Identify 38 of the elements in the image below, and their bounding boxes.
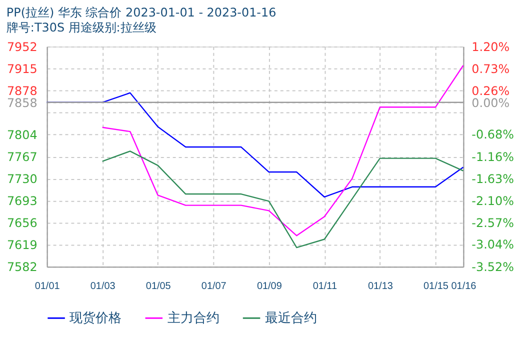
x-tick-label: 01/16: [451, 281, 477, 292]
x-tick-label: 01/03: [90, 281, 116, 292]
y2-tick-label: -2.10%: [472, 194, 514, 208]
x-tick-label: 01/07: [201, 281, 227, 292]
y-tick-label: 7693: [6, 194, 38, 208]
y-tick-label: 7858: [6, 96, 38, 110]
y2-tick-label: -3.04%: [472, 238, 514, 252]
line-series: [102, 150, 464, 248]
y-tick-label: 7619: [6, 238, 38, 252]
legend-label: 主力合约: [167, 310, 220, 326]
y-tick-label: 7915: [6, 62, 38, 76]
y2-tick-label: 0.73%: [472, 62, 510, 76]
chart-title: PP(拉丝) 华东 综合价 2023-01-01 - 2023-01-16: [6, 6, 276, 20]
chart-subtitle: 牌号:T30S 用途级别:拉丝级: [6, 20, 156, 35]
y2-tick-label: 0.26%: [472, 84, 510, 98]
y-tick-label: 7804: [6, 128, 38, 142]
x-tick-label: 01/11: [312, 281, 338, 292]
y2-tick-label: -1.16%: [472, 150, 514, 164]
y-tick-label: 7952: [6, 40, 38, 54]
y2-tick-label: -3.52%: [472, 260, 514, 274]
x-tick-label: 01/09: [256, 281, 282, 292]
y2-tick-label: 1.20%: [472, 40, 510, 54]
y2-tick-label: 0.00%: [472, 96, 510, 110]
y2-tick-label: -1.63%: [472, 172, 514, 186]
line-series: [102, 64, 464, 236]
x-tick-label: 01/15: [423, 281, 449, 292]
y-tick-label: 7582: [6, 260, 38, 274]
y-tick-label: 7656: [6, 216, 38, 230]
y-tick-label: 7878: [6, 84, 38, 98]
y-tick-label: 7767: [6, 150, 38, 164]
legend-label: 现货价格: [70, 311, 122, 326]
x-tick-label: 01/13: [368, 281, 394, 292]
x-tick-label: 01/01: [34, 281, 60, 292]
y2-tick-label: -0.68%: [472, 128, 514, 142]
y-tick-label: 7730: [6, 172, 38, 186]
x-tick-label: 01/05: [146, 281, 172, 292]
y2-tick-label: -2.57%: [472, 216, 514, 230]
legend-label: 最近合约: [264, 311, 317, 326]
